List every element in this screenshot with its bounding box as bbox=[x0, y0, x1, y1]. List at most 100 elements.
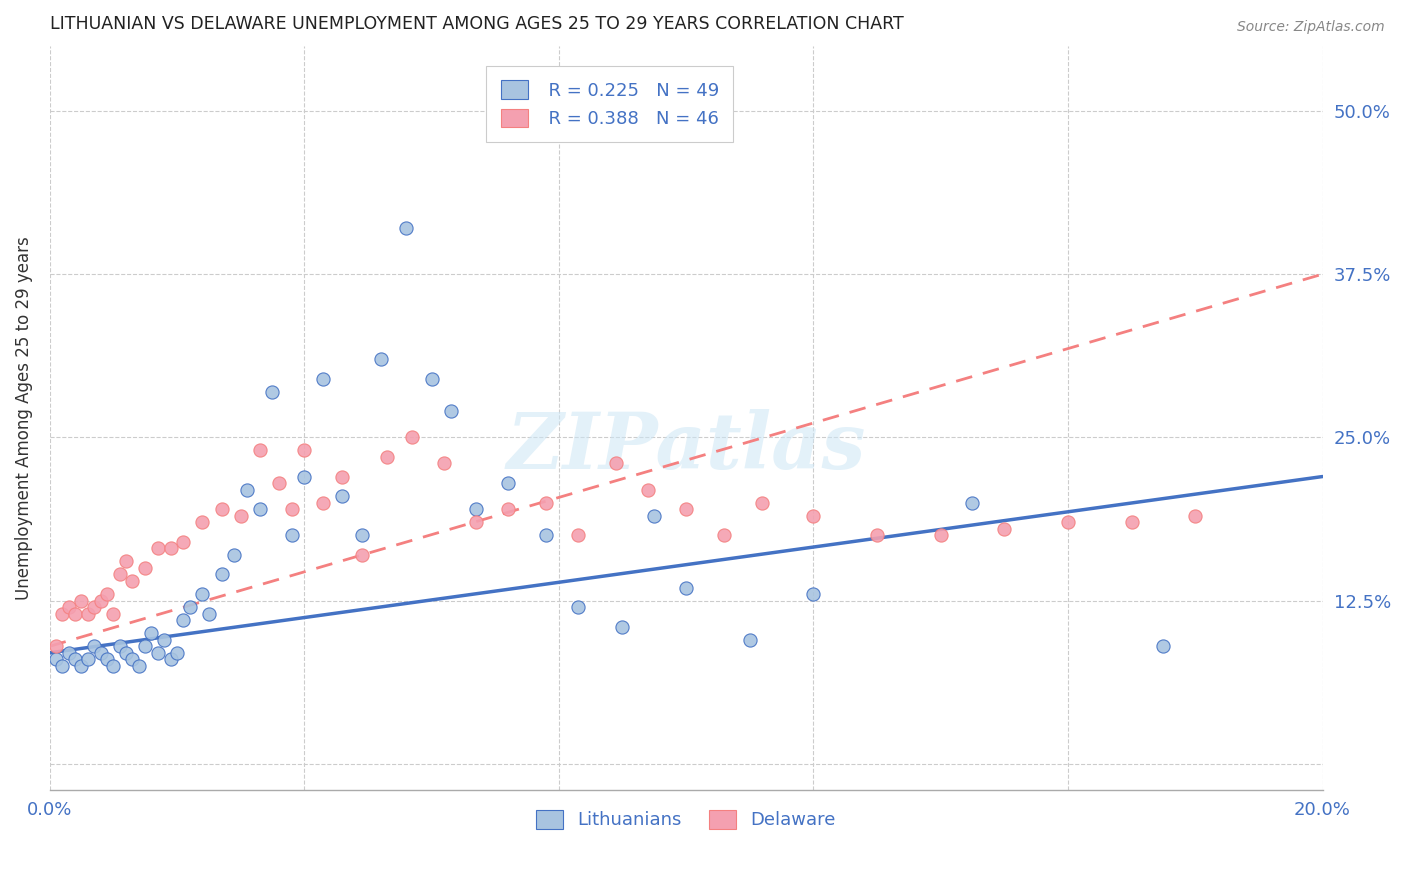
Text: ZIPatlas: ZIPatlas bbox=[506, 409, 866, 486]
Point bbox=[51, 607, 73, 621]
Point bbox=[751, 496, 773, 510]
Point bbox=[63, 652, 86, 666]
Point bbox=[370, 352, 392, 367]
Point bbox=[567, 528, 589, 542]
Point bbox=[58, 600, 80, 615]
Point bbox=[267, 476, 290, 491]
Point bbox=[465, 502, 488, 516]
Point bbox=[121, 652, 143, 666]
Point bbox=[146, 541, 169, 556]
Point bbox=[496, 476, 519, 491]
Point bbox=[866, 528, 889, 542]
Point bbox=[929, 528, 952, 542]
Point bbox=[191, 515, 214, 529]
Point bbox=[229, 508, 252, 523]
Point bbox=[312, 496, 335, 510]
Point bbox=[45, 640, 67, 654]
Point bbox=[83, 640, 105, 654]
Point bbox=[350, 548, 373, 562]
Point bbox=[211, 567, 233, 582]
Point bbox=[312, 371, 335, 385]
Point bbox=[191, 587, 214, 601]
Point bbox=[332, 469, 354, 483]
Point bbox=[103, 658, 125, 673]
Point bbox=[803, 508, 825, 523]
Point bbox=[224, 548, 246, 562]
Point bbox=[993, 522, 1015, 536]
Point bbox=[45, 652, 67, 666]
Point bbox=[675, 581, 697, 595]
Point bbox=[121, 574, 143, 588]
Point bbox=[292, 443, 315, 458]
Point bbox=[70, 593, 93, 607]
Point bbox=[63, 607, 86, 621]
Point bbox=[153, 632, 176, 647]
Point bbox=[51, 658, 73, 673]
Point bbox=[211, 502, 233, 516]
Point bbox=[172, 534, 194, 549]
Point bbox=[332, 489, 354, 503]
Point bbox=[134, 640, 156, 654]
Point bbox=[350, 528, 373, 542]
Point bbox=[76, 607, 98, 621]
Point bbox=[465, 515, 488, 529]
Point bbox=[90, 593, 112, 607]
Point bbox=[496, 502, 519, 516]
Point bbox=[115, 646, 138, 660]
Point bbox=[280, 528, 302, 542]
Point bbox=[643, 508, 665, 523]
Point bbox=[115, 554, 138, 568]
Point bbox=[534, 496, 557, 510]
Point bbox=[962, 496, 984, 510]
Point bbox=[675, 502, 697, 516]
Point bbox=[605, 457, 627, 471]
Point bbox=[197, 607, 219, 621]
Point bbox=[108, 567, 131, 582]
Point bbox=[803, 587, 825, 601]
Point bbox=[1152, 640, 1174, 654]
Point bbox=[76, 652, 98, 666]
Point bbox=[713, 528, 735, 542]
Point bbox=[395, 221, 418, 235]
Text: LITHUANIAN VS DELAWARE UNEMPLOYMENT AMONG AGES 25 TO 29 YEARS CORRELATION CHART: LITHUANIAN VS DELAWARE UNEMPLOYMENT AMON… bbox=[49, 15, 904, 33]
Point bbox=[58, 646, 80, 660]
Point bbox=[401, 430, 423, 444]
Point bbox=[433, 457, 456, 471]
Point bbox=[292, 469, 315, 483]
Point bbox=[159, 652, 181, 666]
Point bbox=[280, 502, 302, 516]
Point bbox=[103, 607, 125, 621]
Point bbox=[249, 502, 271, 516]
Point bbox=[375, 450, 398, 464]
Point bbox=[70, 658, 93, 673]
Point bbox=[166, 646, 188, 660]
Point bbox=[738, 632, 761, 647]
Point bbox=[128, 658, 150, 673]
Point bbox=[90, 646, 112, 660]
Point bbox=[1184, 508, 1206, 523]
Point bbox=[159, 541, 181, 556]
Point bbox=[420, 371, 443, 385]
Y-axis label: Unemployment Among Ages 25 to 29 years: Unemployment Among Ages 25 to 29 years bbox=[15, 235, 32, 599]
Point bbox=[534, 528, 557, 542]
Legend: Lithuanians, Delaware: Lithuanians, Delaware bbox=[529, 803, 844, 837]
Point bbox=[567, 600, 589, 615]
Point bbox=[96, 652, 118, 666]
Point bbox=[637, 483, 659, 497]
Point bbox=[96, 587, 118, 601]
Point bbox=[1121, 515, 1143, 529]
Point bbox=[262, 384, 284, 399]
Point bbox=[108, 640, 131, 654]
Point bbox=[179, 600, 201, 615]
Point bbox=[249, 443, 271, 458]
Point bbox=[236, 483, 259, 497]
Point bbox=[172, 613, 194, 627]
Point bbox=[1057, 515, 1080, 529]
Point bbox=[146, 646, 169, 660]
Point bbox=[134, 561, 156, 575]
Point bbox=[439, 404, 461, 418]
Text: Source: ZipAtlas.com: Source: ZipAtlas.com bbox=[1237, 20, 1385, 34]
Point bbox=[141, 626, 163, 640]
Point bbox=[612, 620, 634, 634]
Point bbox=[83, 600, 105, 615]
